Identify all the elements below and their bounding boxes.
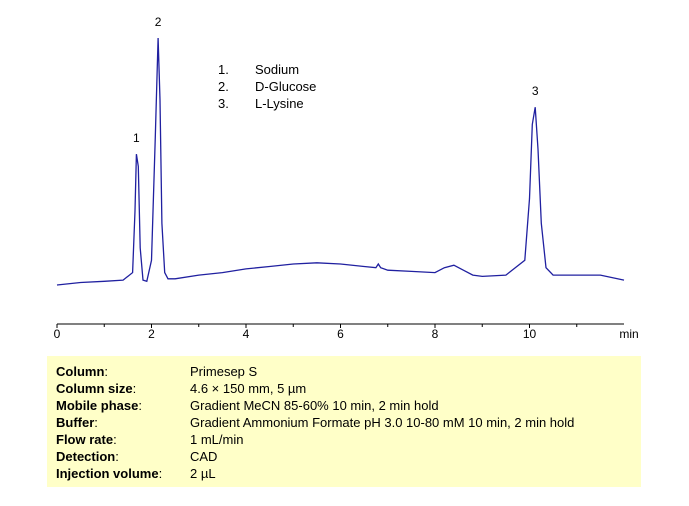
chromatogram-trace xyxy=(56,37,625,286)
condition-key: Flow rate xyxy=(56,432,114,447)
legend-number: 2. xyxy=(218,79,229,94)
peak-label: 2 xyxy=(155,15,162,29)
condition-row: Column: Primesep S xyxy=(56,364,258,379)
condition-key: Mobile phase xyxy=(56,398,139,413)
condition-key: Column size xyxy=(56,381,133,396)
x-tick-label: 8 xyxy=(432,327,439,341)
legend-item: 2. D-Glucose xyxy=(218,78,316,95)
peak-label: 3 xyxy=(532,84,539,98)
condition-row: Buffer: Gradient Ammonium Formate pH 3.0 … xyxy=(56,415,575,430)
condition-value: Gradient Ammonium Formate pH 3.0 10-80 m… xyxy=(190,415,575,430)
legend-item: 3. L-Lysine xyxy=(218,95,316,112)
x-tick-label: 0 xyxy=(54,327,61,341)
condition-value: Gradient MeCN 85-60% 10 min, 2 min hold xyxy=(190,398,439,413)
condition-value: 4.6 × 150 mm, 5 µm xyxy=(190,381,307,396)
condition-key: Injection volume xyxy=(56,466,159,481)
condition-row: Detection: CAD xyxy=(56,449,218,464)
x-tick-label: 2 xyxy=(148,327,155,341)
x-tick-label: 4 xyxy=(243,327,250,341)
condition-key: Buffer xyxy=(56,415,95,430)
condition-value: 1 mL/min xyxy=(190,432,244,447)
peak-label: 1 xyxy=(133,131,140,145)
conditions-panel: Column: Primesep S Column size: 4.6 × 150 … xyxy=(47,356,641,487)
condition-row: Mobile phase: Gradient MeCN 85-60% 10 min… xyxy=(56,398,439,413)
condition-row: Injection volume: 2 µL xyxy=(56,466,216,481)
legend-compound: D-Glucose xyxy=(255,79,317,94)
condition-value: Primesep S xyxy=(190,364,258,379)
condition-key: Detection xyxy=(56,449,116,464)
condition-key: Column xyxy=(56,364,105,379)
chromatogram-chart: 0 2 4 6 8 10 min 1 2 3 xyxy=(54,15,639,341)
condition-value: 2 µL xyxy=(190,466,216,481)
x-tick-label: 10 xyxy=(523,327,537,341)
legend-compound: L-Lysine xyxy=(255,96,304,111)
legend-number: 1. xyxy=(218,62,229,77)
condition-row: Column size: 4.6 × 150 mm, 5 µm xyxy=(56,381,307,396)
x-unit-label: min xyxy=(619,327,638,341)
condition-value: CAD xyxy=(190,449,218,464)
peak-legend: 1. Sodium 2. D-Glucose 3. L-Lysine xyxy=(218,61,316,112)
x-tick-label: 6 xyxy=(337,327,344,341)
legend-compound: Sodium xyxy=(255,62,300,77)
legend-item: 1. Sodium xyxy=(218,61,316,78)
condition-row: Flow rate: 1 mL/min xyxy=(56,432,244,447)
legend-number: 3. xyxy=(218,96,229,111)
